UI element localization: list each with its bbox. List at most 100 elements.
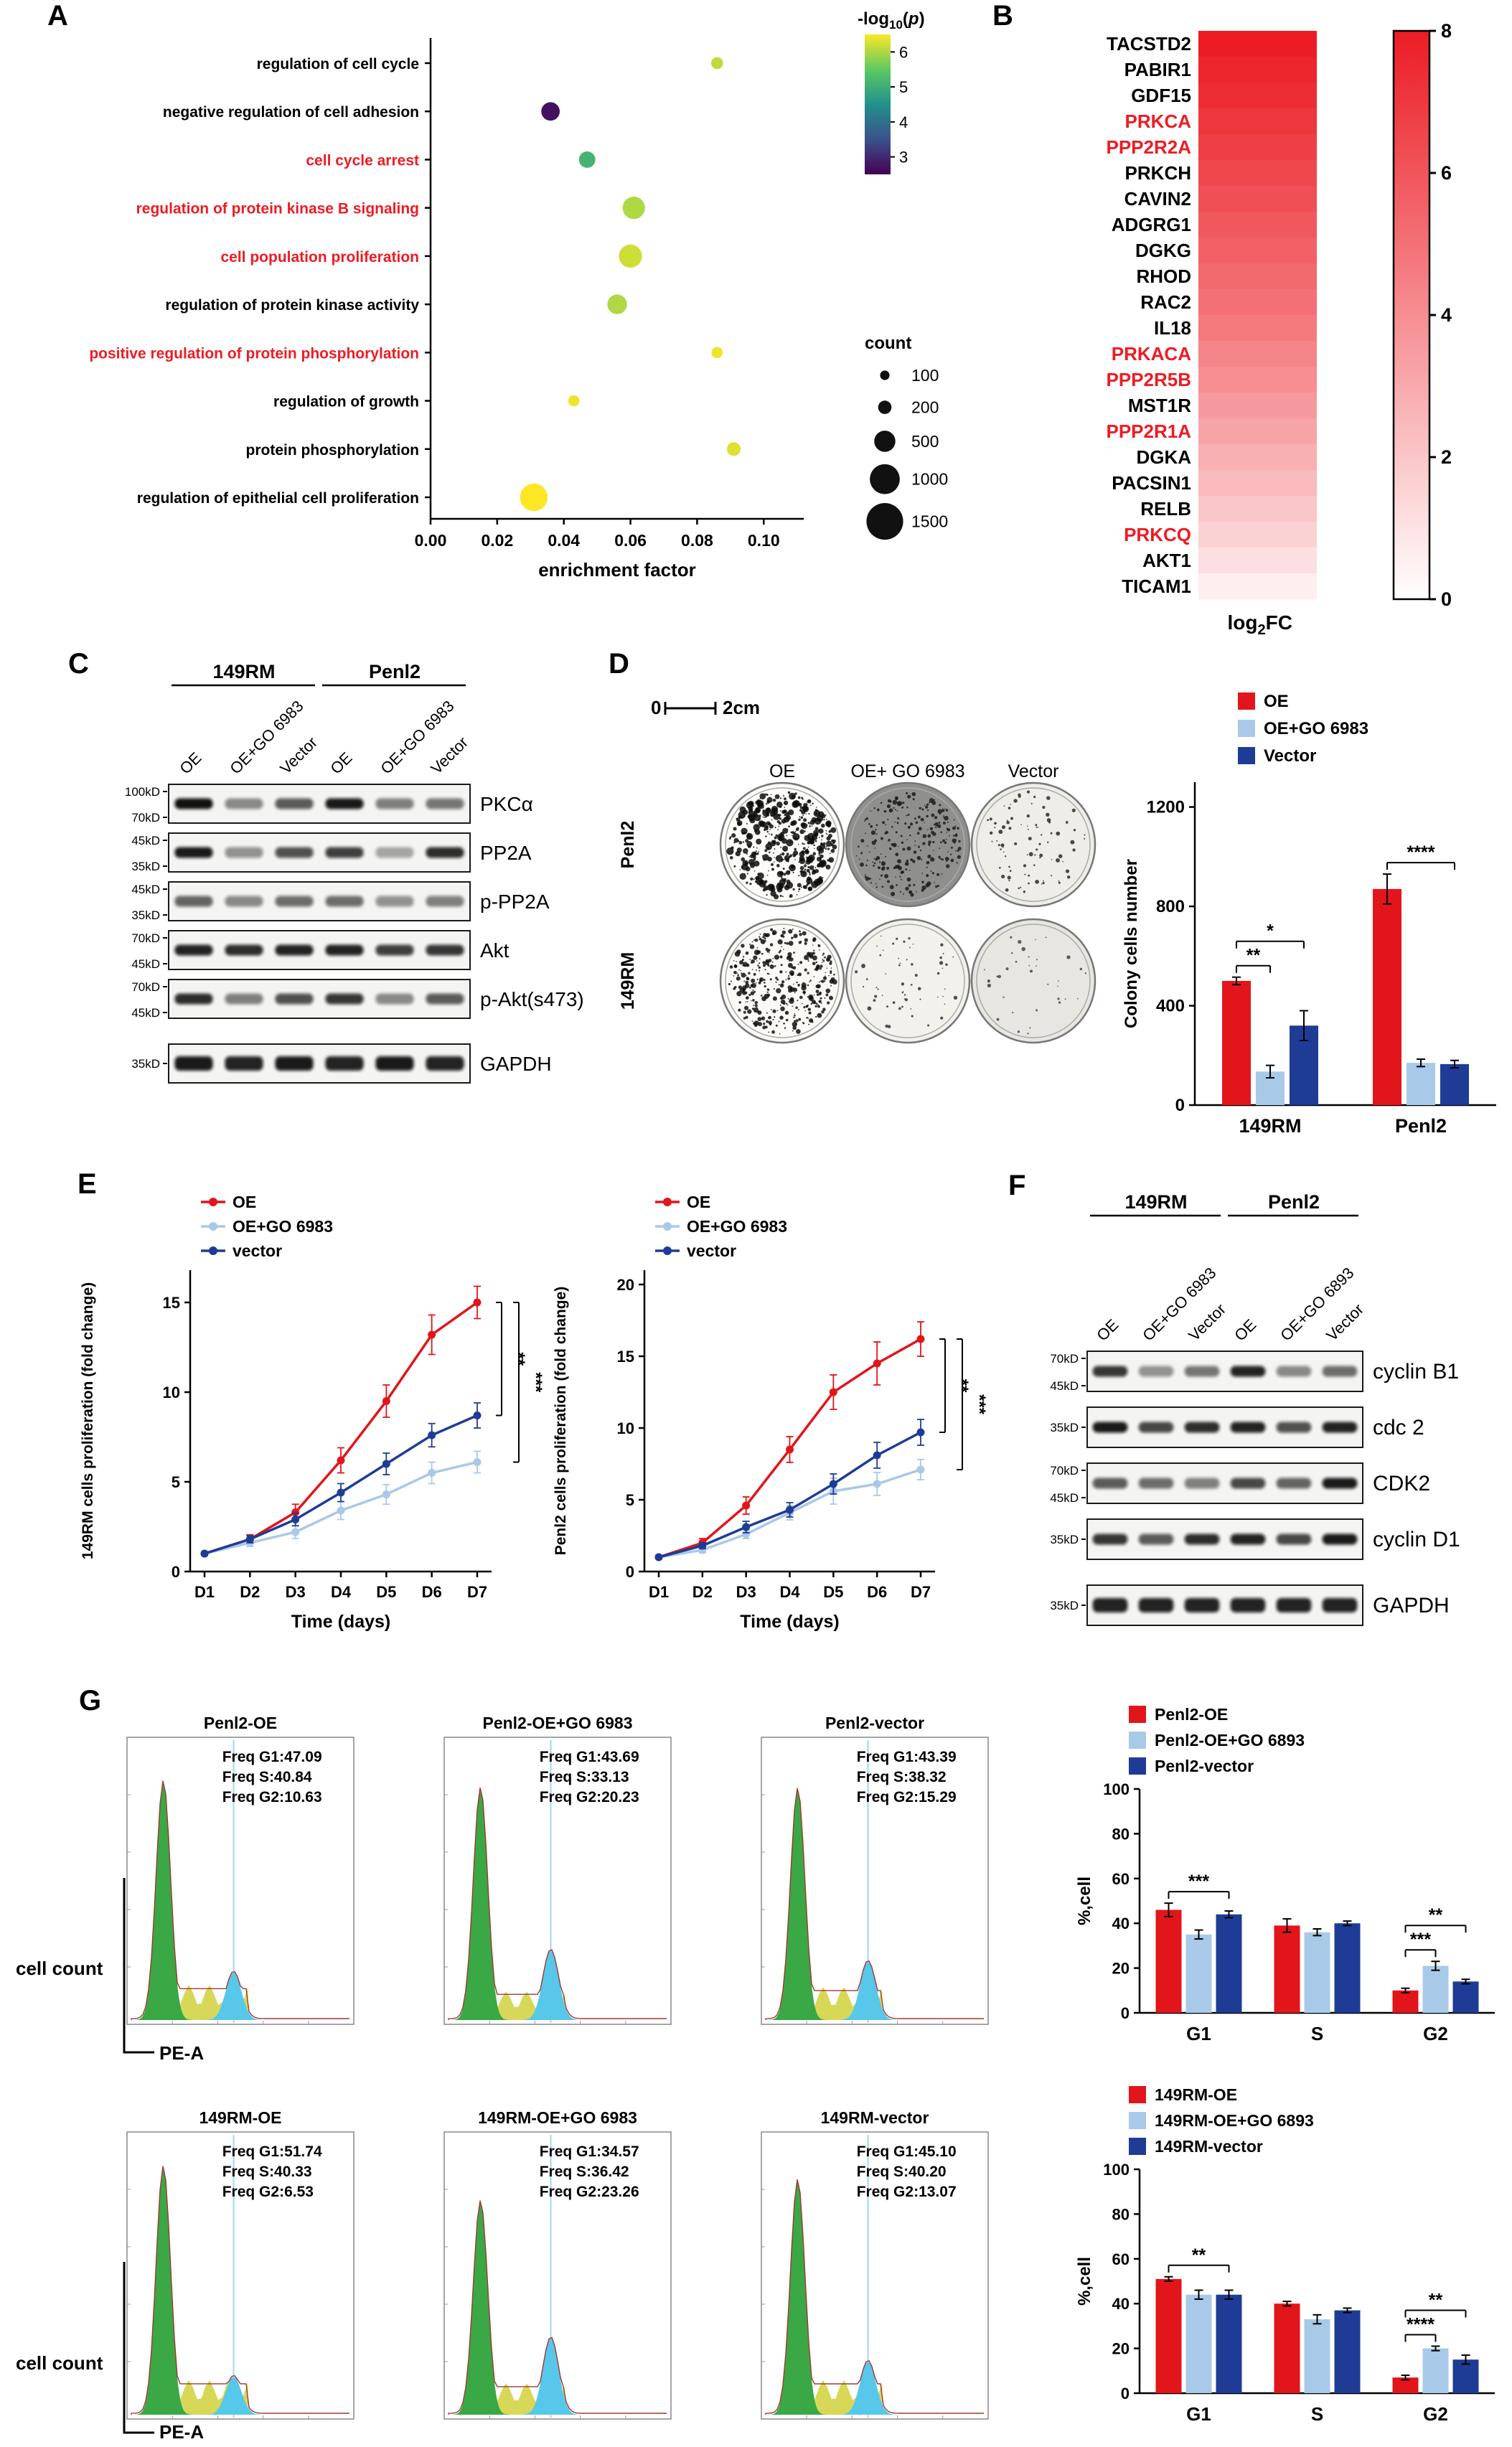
data-point xyxy=(291,1516,300,1523)
g2-peak xyxy=(519,1950,583,2020)
y-tick-label: 5 xyxy=(626,1491,634,1509)
g1-peak xyxy=(451,1788,510,2020)
significance-label: *** xyxy=(526,1372,545,1393)
go-term-bubble xyxy=(541,102,560,121)
protein-band xyxy=(375,944,414,956)
bar xyxy=(1392,1990,1419,2013)
mw-marker-label: 45kD xyxy=(131,834,160,847)
legend-swatch xyxy=(1238,692,1255,710)
x-tick-label: 0.04 xyxy=(548,531,580,550)
protein-band xyxy=(426,847,464,858)
mw-marker-label: 35kD xyxy=(131,860,160,873)
x-tick-label: 0.00 xyxy=(415,531,447,550)
colorbar-tick-label: 5 xyxy=(899,78,908,96)
data-point xyxy=(829,1388,837,1396)
protein-band xyxy=(1322,1598,1358,1612)
flow-title: 149RM-OE xyxy=(199,2108,281,2127)
lane-label: Vector xyxy=(427,733,471,778)
data-point xyxy=(382,1490,390,1498)
go-term-bubble xyxy=(710,57,723,70)
go-term-bubble xyxy=(578,151,596,168)
gene-label: RELB xyxy=(1140,498,1191,520)
gene-label: PRKACA xyxy=(1112,343,1191,365)
protein-band xyxy=(1092,1422,1128,1433)
g1-peak xyxy=(769,2180,827,2415)
g1-peak xyxy=(134,2167,192,2415)
mw-marker-label: 70kD xyxy=(131,811,160,825)
data-point xyxy=(291,1528,300,1536)
y-tick-label: 0 xyxy=(1121,2004,1130,2022)
legend-label: OE+GO 6983 xyxy=(233,1217,333,1236)
protein-band xyxy=(225,993,263,1005)
colony-dish xyxy=(719,918,845,1044)
gene-label: PABIR1 xyxy=(1124,59,1191,80)
data-point xyxy=(698,1541,707,1550)
protein-band xyxy=(275,798,314,809)
gene-heat-cell xyxy=(1198,573,1317,600)
freq-label: Freq G2:23.26 xyxy=(540,2184,639,2200)
go-term-label: regulation of protein kinase activity xyxy=(165,297,419,314)
colony-dish xyxy=(970,781,1097,908)
y-tick-label: 40 xyxy=(1112,2295,1130,2313)
legend-label: Vector xyxy=(1264,746,1316,766)
histogram-trace xyxy=(131,2166,349,2415)
gene-label: AKT1 xyxy=(1142,550,1191,571)
y-tick-label: 40 xyxy=(1112,1915,1130,1932)
group-label: 149RM xyxy=(212,661,275,682)
y-tick-label: 80 xyxy=(1112,2205,1130,2223)
bar xyxy=(1216,2294,1242,2393)
group-label: Penl2 xyxy=(1268,1191,1320,1213)
gene-heat-cell xyxy=(1198,238,1317,264)
bar xyxy=(1452,1981,1479,2013)
x-tick-label: D5 xyxy=(376,1583,396,1601)
gene-heat-cell xyxy=(1198,548,1317,574)
go-term-bubble xyxy=(711,347,723,359)
x-tick-label: 0.10 xyxy=(748,531,780,550)
gene-label: RAC2 xyxy=(1140,291,1191,313)
freq-label: Freq G2:15.29 xyxy=(857,1789,957,1805)
blot-strip xyxy=(1086,1518,1363,1560)
protein-band xyxy=(1276,1534,1312,1545)
scale-bar-length: 2cm xyxy=(723,697,760,718)
data-point xyxy=(382,1397,390,1405)
y-tick-label: 20 xyxy=(617,1276,634,1294)
legend-swatch xyxy=(1238,747,1255,764)
y-tick-label: 0 xyxy=(1121,2385,1130,2403)
protein-label: PP2A xyxy=(480,842,532,864)
protein-band xyxy=(1230,1534,1266,1545)
go-term-label: regulation of growth xyxy=(273,394,419,410)
x-tick-label: D2 xyxy=(240,1583,260,1601)
bar xyxy=(1185,2294,1212,2393)
freq-label: Freq G2:10.63 xyxy=(222,1789,322,1805)
protein-band xyxy=(1092,1478,1128,1489)
freq-label: Freq S:40.20 xyxy=(857,2164,947,2180)
legend-marker xyxy=(209,1222,217,1231)
panel-label-a: A xyxy=(47,0,68,32)
bar xyxy=(1304,2319,1330,2393)
data-point xyxy=(428,1330,436,1339)
category-label: S xyxy=(1311,2403,1323,2425)
data-point xyxy=(916,1335,925,1343)
freq-label: Freq G2:13.07 xyxy=(857,2184,957,2200)
flow-axis-bracket xyxy=(123,1878,154,2054)
legend-marker xyxy=(663,1198,672,1206)
protein-band xyxy=(174,847,213,858)
protein-band xyxy=(1184,1422,1220,1433)
protein-band xyxy=(225,944,263,956)
panel-label-c: C xyxy=(68,648,89,680)
gene-heat-cell xyxy=(1198,57,1317,83)
protein-band xyxy=(1230,1478,1266,1489)
protein-band xyxy=(1092,1598,1128,1612)
protein-band xyxy=(375,847,414,858)
gene-label: DGKA xyxy=(1136,446,1191,468)
legend-swatch xyxy=(1238,720,1255,737)
histogram-trace xyxy=(448,1788,667,2020)
freq-label: Freq S:36.42 xyxy=(540,2164,629,2180)
data-point xyxy=(873,1451,881,1460)
bar xyxy=(1185,1934,1212,2013)
bar xyxy=(1422,2348,1449,2393)
bar xyxy=(1304,1932,1330,2013)
count-legend-title: count xyxy=(865,334,911,353)
y-tick-label: 60 xyxy=(1112,2250,1130,2268)
flow-title: Penl2-OE xyxy=(204,1714,277,1732)
